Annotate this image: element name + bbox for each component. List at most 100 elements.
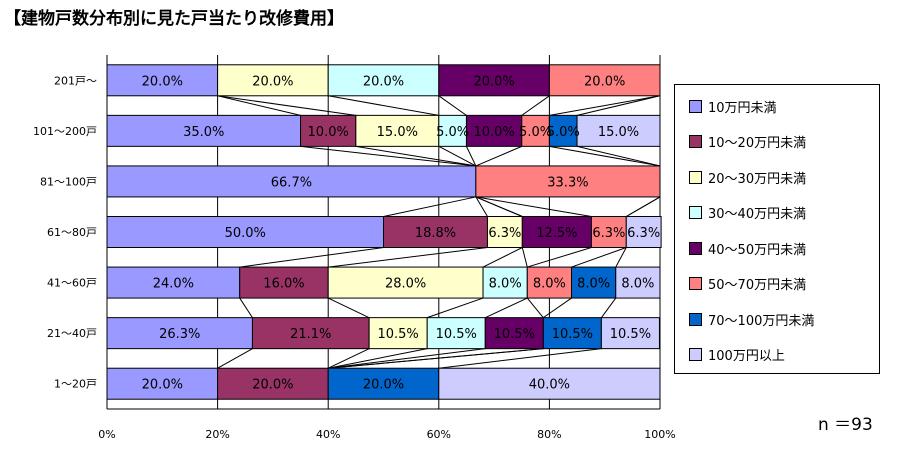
bar-segment (438, 64, 550, 97)
connector-line (475, 145, 522, 167)
connector-line (217, 95, 356, 116)
bar-segment (465, 114, 523, 147)
data-label: 20.0% (473, 74, 514, 89)
bar-segment (300, 114, 357, 147)
connector-line (600, 297, 617, 318)
connector-line (427, 297, 484, 319)
category-label: 21～40戸 (47, 327, 97, 340)
chart-title: 【建物戸数分布別に見た戸当たり改修費用】 (4, 9, 344, 29)
connector-line (482, 247, 523, 268)
category-label: 1～20戸 (54, 378, 97, 391)
connector-line (239, 297, 253, 318)
legend-label: 100万円以上 (708, 349, 785, 364)
connector-line (300, 145, 476, 167)
series-connector-lines (217, 95, 661, 369)
data-label: 5.0% (519, 125, 552, 140)
legend-label: 40～50万円未満 (708, 242, 807, 258)
legend-label: 20～30万円未満 (708, 171, 807, 187)
connector-line (217, 95, 301, 116)
bar-segment (438, 367, 661, 400)
data-label: 20.0% (363, 378, 404, 393)
bar-segment (576, 114, 661, 147)
data-label: 50.0% (225, 226, 266, 241)
x-tick-label: 60% (427, 428, 451, 441)
connector-line (576, 95, 661, 116)
data-label: 28.0% (385, 277, 426, 292)
legend-swatch (689, 135, 702, 148)
bar-segment (106, 165, 477, 198)
legend-swatch (689, 312, 702, 326)
bar-segment (548, 64, 661, 97)
bar-segment (327, 367, 440, 400)
data-label: 6.3% (488, 226, 521, 241)
data-label: 15.0% (377, 125, 418, 140)
legend-label: 50～70万円未満 (708, 278, 807, 293)
bar-segment (571, 266, 617, 299)
data-label: 10.0% (473, 125, 514, 140)
data-label: 8.0% (533, 277, 566, 292)
bar-segment (438, 114, 467, 147)
legend-swatch (689, 277, 702, 290)
data-label: 10.5% (610, 327, 651, 342)
connector-line (475, 196, 523, 217)
legend-item: 100万円以上 (689, 345, 785, 365)
data-label: 8.0% (489, 277, 522, 292)
x-tick-label: 80% (537, 428, 561, 441)
data-label: 10.5% (552, 327, 593, 342)
connector-line (576, 145, 661, 167)
data-label: 6.3% (627, 226, 660, 241)
data-label: 10.5% (494, 327, 535, 342)
connector-line (549, 145, 661, 167)
data-label: 20.0% (584, 74, 625, 89)
bar-segment (106, 317, 253, 350)
bars (106, 64, 662, 400)
legend-item: 10万円未満 (689, 96, 777, 116)
data-label: 16.0% (263, 277, 304, 292)
bar-segment (625, 216, 662, 248)
legend-item: 70～100万円未満 (689, 309, 814, 329)
connector-line (543, 297, 572, 319)
bar-segment (526, 266, 573, 299)
legend-label: 70～100万円未満 (708, 313, 815, 329)
bar-segment (383, 216, 488, 248)
data-label: 15.0% (598, 125, 639, 140)
bar-segment (327, 64, 440, 97)
axes: 0% 20% 40% 60% 80% 100% 201戸～ 101～200戸 81～100戸 61… (33, 55, 676, 441)
data-label: 10.5% (377, 327, 418, 342)
legend-item: 40～50万円未満 (689, 238, 806, 258)
legend-swatch (689, 241, 702, 255)
bar-segment (217, 367, 329, 400)
connector-line (327, 348, 370, 369)
bar-segment (486, 216, 523, 248)
bar-segment (600, 317, 660, 350)
connector-line (521, 95, 550, 116)
category-label: 61～80戸 (47, 226, 97, 239)
bar-segment (217, 64, 329, 97)
bar-segment (482, 266, 528, 299)
legend-item: 20～30万円未満 (689, 167, 806, 187)
connector-line (521, 247, 528, 268)
data-label: 6.3% (592, 226, 625, 241)
bar-segment (475, 165, 661, 198)
category-label: 81～100戸 (40, 175, 97, 188)
x-tick-label: 0% (98, 428, 115, 441)
data-label: 18.8% (415, 226, 456, 241)
connector-line (438, 145, 477, 167)
data-labels: 20.0% 20.0% 20.0% 20.0% 20.0% 35.0% 10.0% 15.0%… (142, 74, 661, 392)
data-label: 20.0% (252, 74, 293, 89)
data-label: 20.0% (252, 378, 293, 393)
data-label: 33.3% (547, 175, 588, 190)
connector-line (239, 247, 384, 268)
legend-item: 30～40万円未満 (689, 203, 806, 223)
sample-size-label: n ＝93 (818, 415, 873, 435)
connector-line (615, 247, 627, 268)
x-tick-label: 20% (205, 428, 229, 441)
connector-line (527, 247, 592, 268)
connector-line (217, 348, 253, 369)
bar-segment (106, 266, 241, 299)
connector-line (465, 146, 477, 167)
data-label: 20.0% (363, 74, 404, 89)
legend-item: 50～70万円未満 (689, 274, 806, 294)
x-tick-label: 100% (644, 428, 675, 441)
